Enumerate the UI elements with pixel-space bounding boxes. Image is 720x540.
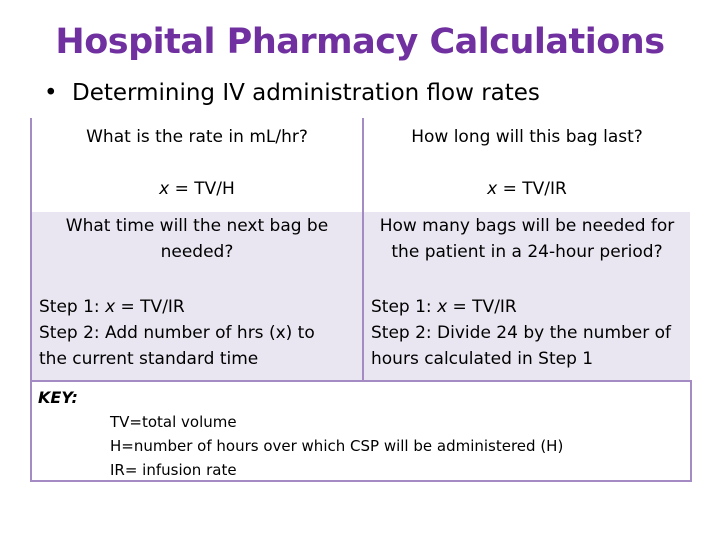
- steps-bags-needed-cell: Step 1: x = TV/IR Step 2: Divide 24 by t…: [362, 280, 690, 380]
- question-next-bag-cell: What time will the next bag be needed?: [32, 212, 362, 280]
- steps-next-bag: Step 1: x = TV/IR Step 2: Add number of …: [39, 297, 315, 369]
- key-definitions: TV=total volume H=number of hours over w…: [110, 410, 563, 482]
- slide-title: Hospital Pharmacy Calculations: [55, 22, 665, 62]
- steps-bags-needed: Step 1: x = TV/IR Step 2: Divide 24 by t…: [371, 297, 672, 369]
- key-item-tv: TV=total volume: [110, 413, 237, 431]
- question-duration: How long will this bag last?: [411, 127, 643, 147]
- formula-rate-cell: x = TV/H: [32, 166, 362, 212]
- question-rate: What is the rate in mL/hr?: [86, 127, 308, 147]
- steps-next-bag-cell: Step 1: x = TV/IR Step 2: Add number of …: [32, 280, 362, 380]
- bullet-point: • Determining IV administration flow rate…: [44, 80, 540, 106]
- question-bags-needed-cell: How many bags will be needed for the pat…: [362, 212, 690, 280]
- bullet-icon: •: [44, 80, 58, 106]
- question-duration-cell: How long will this bag last?: [362, 118, 690, 166]
- calculations-table: What is the rate in mL/hr? How long will…: [30, 118, 690, 380]
- key-label: KEY:: [38, 388, 78, 407]
- key-item-h: H=number of hours over which CSP will be…: [110, 437, 564, 455]
- formula-duration: x = TV/IR: [487, 179, 567, 199]
- key-box: KEY: TV=total volume H=number of hours o…: [30, 380, 692, 482]
- question-bags-needed: How many bags will be needed for the pat…: [379, 216, 675, 262]
- bullet-text: Determining IV administration flow rates: [72, 80, 540, 106]
- key-item-ir: IR= infusion rate: [110, 461, 237, 479]
- question-next-bag: What time will the next bag be needed?: [65, 216, 329, 262]
- formula-duration-cell: x = TV/IR: [362, 166, 690, 212]
- formula-rate: x = TV/H: [159, 179, 235, 199]
- question-rate-cell: What is the rate in mL/hr?: [32, 118, 362, 166]
